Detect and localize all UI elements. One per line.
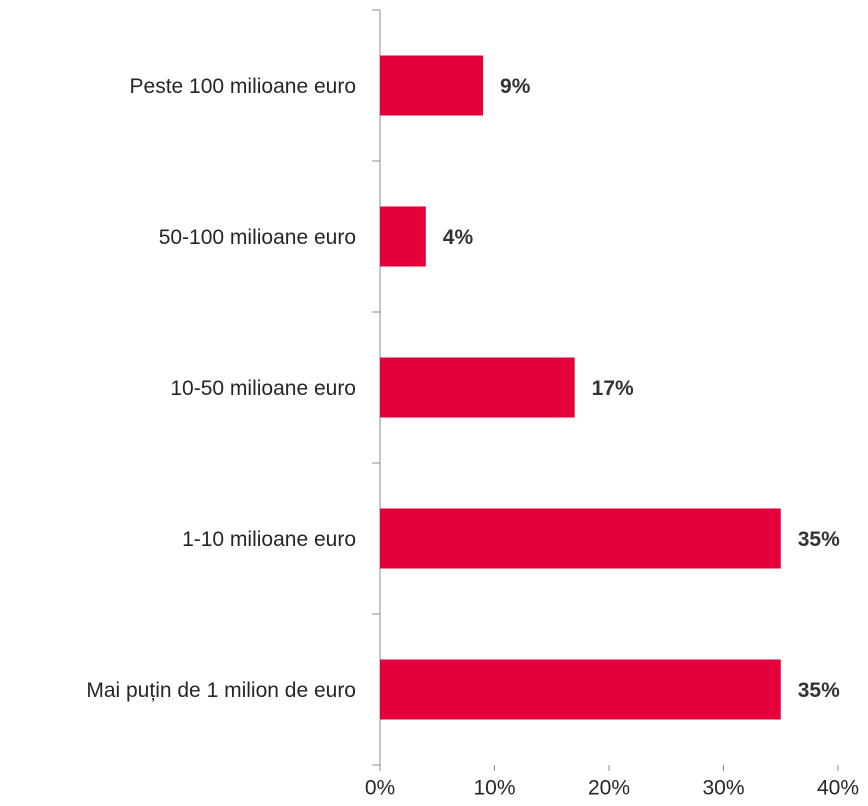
y-tick-label: Mai puțin de 1 milion de euro xyxy=(86,679,356,702)
value-label: 35% xyxy=(798,679,840,702)
value-label: 35% xyxy=(798,528,840,551)
x-tick-label: 40% xyxy=(817,777,859,800)
x-tick-label: 20% xyxy=(588,777,630,800)
bar xyxy=(380,659,781,720)
value-label: 9% xyxy=(500,75,531,98)
bar xyxy=(380,508,781,569)
x-tick-label: 30% xyxy=(702,777,744,800)
x-tick-label: 10% xyxy=(473,777,515,800)
y-tick-label: 50-100 milioane euro xyxy=(159,226,356,249)
value-label: 4% xyxy=(443,226,474,249)
bar xyxy=(380,357,575,418)
y-tick-label: 10-50 milioane euro xyxy=(170,377,356,400)
y-tick-label: Peste 100 milioane euro xyxy=(130,75,356,98)
bar xyxy=(380,55,484,116)
bar xyxy=(380,206,426,267)
x-tick-label: 0% xyxy=(365,777,395,800)
y-tick-label: 1-10 milioane euro xyxy=(182,528,356,551)
value-label: 17% xyxy=(592,377,634,400)
